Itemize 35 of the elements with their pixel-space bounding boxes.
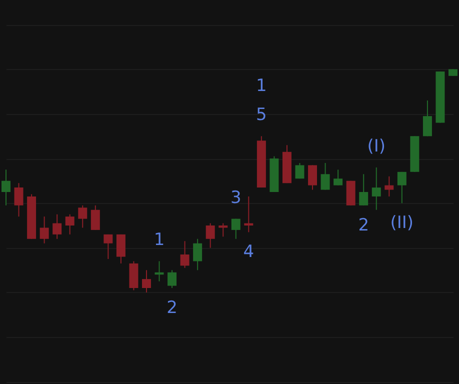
- candlestick: [78, 204, 88, 228]
- candlestick: [218, 222, 228, 238]
- candlestick: [104, 234, 113, 260]
- candlestick: [14, 182, 24, 218]
- candlestick: [295, 162, 304, 180]
- text: 1 5: [256, 76, 267, 126]
- candlestick: [168, 270, 177, 288]
- text: 4: [243, 242, 254, 262]
- candlestick: [334, 169, 343, 186]
- candlestick: [2, 169, 10, 206]
- text: 2: [358, 215, 370, 236]
- candlestick: [116, 234, 126, 264]
- text: 1: [154, 230, 165, 250]
- candlestick: [193, 238, 202, 271]
- candlestick: [142, 270, 151, 293]
- candlestick: [397, 171, 406, 204]
- candlestick: [384, 176, 394, 197]
- candlestick: [244, 196, 254, 233]
- text: 3: [230, 188, 242, 208]
- candlestick: [231, 218, 240, 240]
- candlestick: [180, 240, 190, 268]
- candlestick: [65, 214, 74, 235]
- candlestick: [40, 216, 49, 244]
- text: 2: [166, 298, 178, 318]
- candlestick: [154, 260, 164, 282]
- candlestick: [308, 164, 318, 190]
- candlestick: [359, 174, 368, 206]
- candlestick: [90, 204, 100, 230]
- candlestick: [372, 166, 381, 210]
- text: (I): [367, 136, 386, 156]
- text: (II): [390, 213, 414, 234]
- candlestick: [320, 162, 330, 190]
- candlestick: [422, 100, 432, 137]
- candlestick: [52, 214, 62, 240]
- candlestick: [206, 222, 215, 248]
